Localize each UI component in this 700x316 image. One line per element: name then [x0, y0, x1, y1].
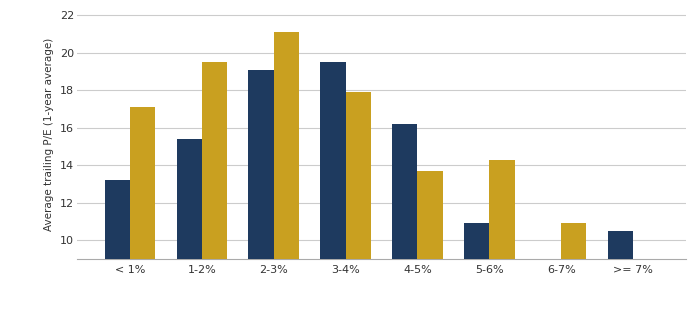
- Bar: [489, 160, 514, 316]
- Bar: [561, 223, 587, 316]
- Bar: [464, 223, 489, 316]
- Bar: [274, 32, 299, 316]
- Y-axis label: Average trailing P/E (1-year average): Average trailing P/E (1-year average): [44, 38, 55, 231]
- Bar: [248, 70, 274, 316]
- Bar: [105, 180, 130, 316]
- Bar: [536, 259, 561, 316]
- Bar: [392, 124, 417, 316]
- Bar: [346, 92, 371, 316]
- Bar: [176, 139, 202, 316]
- Bar: [202, 62, 227, 316]
- Bar: [321, 62, 346, 316]
- Bar: [608, 231, 634, 316]
- Bar: [417, 171, 442, 316]
- Bar: [130, 107, 155, 316]
